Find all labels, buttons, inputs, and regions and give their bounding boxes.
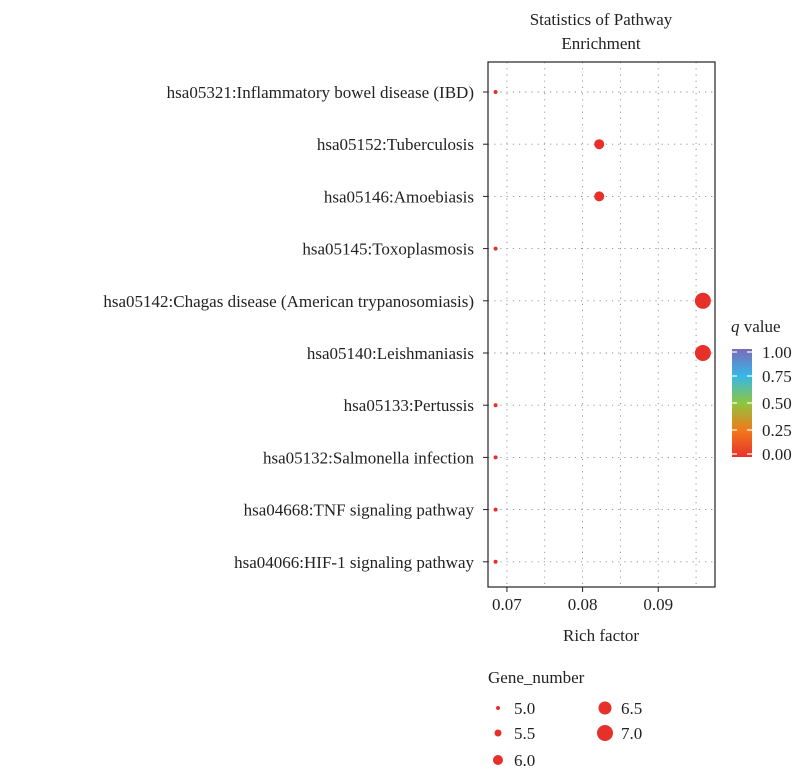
y-tick-label-hsa05145: hsa05145:Toxoplasmosis <box>302 240 474 259</box>
data-point-hsa05142 <box>694 292 711 309</box>
gene-number-legend-title: Gene_number <box>488 668 585 687</box>
y-tick-label-hsa05133: hsa05133:Pertussis <box>344 396 474 415</box>
y-tick-label-hsa05152: hsa05152:Tuberculosis <box>317 135 474 154</box>
colorbar-tick-label: 0.50 <box>762 394 792 413</box>
plot-panel-border <box>487 61 716 588</box>
y-tick-label-hsa05140: hsa05140:Leishmaniasis <box>307 344 474 363</box>
size-legend-swatch <box>493 755 503 765</box>
size-legend-label: 6.5 <box>621 699 642 718</box>
q-value-legend: q value 1.00 0.75 0.50 0.25 0.00 <box>731 317 792 464</box>
data-point-hsa04066 <box>493 559 498 564</box>
colorbar-tick-label: 0.75 <box>762 367 792 386</box>
size-legend-swatch <box>496 706 500 710</box>
data-point-hsa05152 <box>594 139 605 150</box>
size-legend-swatch <box>494 729 502 737</box>
x-tick-label: 0.08 <box>568 595 598 614</box>
size-legend-swatch <box>597 725 613 741</box>
colorbar-tick-label: 0.00 <box>762 445 792 464</box>
x-ticks: 0.07 0.08 0.09 <box>492 587 673 614</box>
gene-number-legend-items: 5.0 5.5 6.0 6.5 7.0 <box>493 699 642 770</box>
data-point-hsa05146 <box>594 191 605 202</box>
y-tick-label-hsa04066: hsa04066:HIF-1 signaling pathway <box>234 553 474 572</box>
q-value-legend-title-rest: value <box>740 317 781 336</box>
size-legend-swatch <box>598 701 612 715</box>
data-point-hsa05132 <box>493 455 498 460</box>
colorbar-tick-label: 1.00 <box>762 343 792 362</box>
colorbar-tick-label: 0.25 <box>762 421 792 440</box>
data-point-hsa05321 <box>493 90 498 94</box>
y-tick-label-hsa04668: hsa04668:TNF signaling pathway <box>244 501 475 520</box>
size-legend-label: 5.5 <box>514 724 535 743</box>
grid-layer <box>488 62 715 587</box>
data-points <box>493 90 711 564</box>
data-point-hsa05145 <box>493 246 498 251</box>
size-legend-label: 6.0 <box>514 751 535 770</box>
chart-title-line-2: Enrichment <box>561 34 641 53</box>
y-tick-label-hsa05132: hsa05132:Salmonella infection <box>263 448 475 467</box>
y-tick-label-hsa05321: hsa05321:Inflammatory bowel disease (IBD… <box>167 83 474 102</box>
x-tick-label: 0.09 <box>643 595 673 614</box>
data-point-hsa04668 <box>493 507 498 512</box>
size-legend-label: 7.0 <box>621 724 642 743</box>
q-value-colorbar-ticks: 1.00 0.75 0.50 0.25 0.00 <box>732 343 792 464</box>
q-value-legend-title-q: q <box>731 317 740 336</box>
y-ticks: hsa05321:Inflammatory bowel disease (IBD… <box>103 83 488 572</box>
chart-title-line-1: Statistics of Pathway <box>530 10 673 29</box>
q-value-legend-title: q value <box>731 317 781 336</box>
y-tick-label-hsa05142: hsa05142:Chagas disease (American trypan… <box>103 292 474 311</box>
y-tick-label-hsa05146: hsa05146:Amoebiasis <box>324 187 474 206</box>
data-point-hsa05133 <box>493 403 498 408</box>
gene-number-legend: Gene_number 5.0 5.5 6.0 6.5 7.0 <box>488 668 642 770</box>
x-tick-label: 0.07 <box>492 595 522 614</box>
data-point-hsa05140 <box>694 345 711 361</box>
size-legend-label: 5.0 <box>514 699 535 718</box>
x-axis-label: Rich factor <box>563 626 639 645</box>
